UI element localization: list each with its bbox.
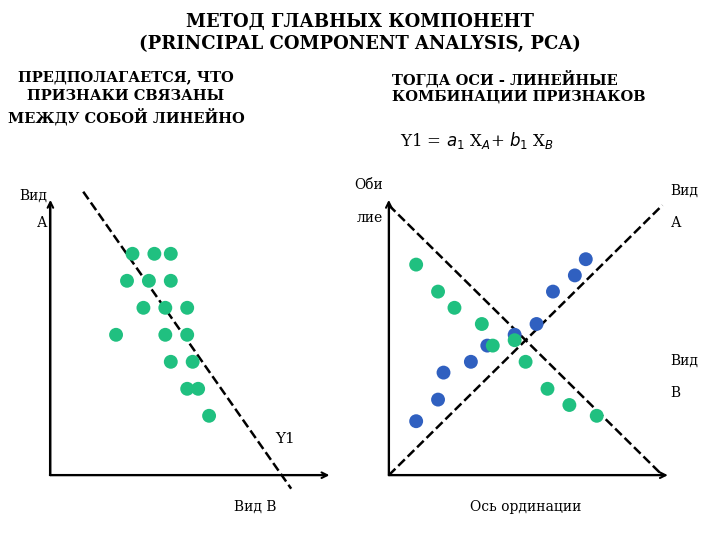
Point [203, 411, 215, 420]
Point [181, 330, 193, 339]
Text: Вид: Вид [670, 184, 698, 198]
Point [547, 287, 559, 296]
Point [148, 249, 160, 258]
Point [432, 395, 444, 404]
Point [165, 357, 176, 366]
Text: Y1: Y1 [275, 432, 294, 446]
Text: Вид: Вид [19, 189, 48, 203]
Point [591, 411, 603, 420]
Text: ПРЕДПОЛАГАЕТСЯ, ЧТО: ПРЕДПОЛАГАЕТСЯ, ЧТО [18, 70, 234, 84]
Point [110, 330, 122, 339]
Point [569, 271, 580, 280]
Point [487, 341, 498, 350]
Text: МЕЖДУ СОБОЙ ЛИНЕЙНО: МЕЖДУ СОБОЙ ЛИНЕЙНО [8, 108, 244, 125]
Point [564, 401, 575, 409]
Text: КОМБИНАЦИИ ПРИЗНАКОВ: КОМБИНАЦИИ ПРИЗНАКОВ [392, 89, 646, 103]
Text: (PRINCIPAL COMPONENT ANALYSIS, PCA): (PRINCIPAL COMPONENT ANALYSIS, PCA) [139, 35, 581, 53]
Point [127, 249, 138, 258]
Point [580, 255, 592, 264]
Text: В: В [670, 386, 680, 400]
Point [541, 384, 553, 393]
Text: Вид: Вид [670, 354, 698, 368]
Point [181, 303, 193, 312]
Point [482, 341, 493, 350]
Text: Оби: Оби [354, 178, 383, 192]
Point [138, 303, 149, 312]
Point [165, 276, 176, 285]
Point [181, 384, 193, 393]
Point [509, 330, 521, 339]
Point [143, 276, 155, 285]
Point [165, 249, 176, 258]
Point [121, 276, 132, 285]
Point [410, 260, 422, 269]
Point [531, 320, 542, 328]
Point [509, 336, 521, 345]
Point [160, 303, 171, 312]
Text: лие: лие [357, 211, 383, 225]
Point [192, 384, 204, 393]
Text: ПРИЗНАКИ СВЯЗАНЫ: ПРИЗНАКИ СВЯЗАНЫ [27, 89, 225, 103]
Point [476, 320, 487, 328]
Point [432, 287, 444, 296]
Point [438, 368, 449, 377]
Point [410, 417, 422, 426]
Text: Y1 = $a_1$ X$_A$+ $b_1$ X$_B$: Y1 = $a_1$ X$_A$+ $b_1$ X$_B$ [400, 130, 554, 151]
Text: МЕТОД ГЛАВНЫХ КОМПОНЕНТ: МЕТОД ГЛАВНЫХ КОМПОНЕНТ [186, 14, 534, 31]
Point [449, 303, 460, 312]
Point [160, 330, 171, 339]
Text: Ось ординации: Ось ординации [470, 500, 581, 514]
Text: А: А [670, 216, 681, 230]
Text: ТОГДА ОСИ - ЛИНЕЙНЫЕ: ТОГДА ОСИ - ЛИНЕЙНЫЕ [392, 70, 618, 87]
Point [187, 357, 199, 366]
Point [520, 357, 531, 366]
Point [465, 357, 477, 366]
Text: Вид В: Вид В [234, 500, 277, 514]
Text: А: А [37, 216, 48, 230]
